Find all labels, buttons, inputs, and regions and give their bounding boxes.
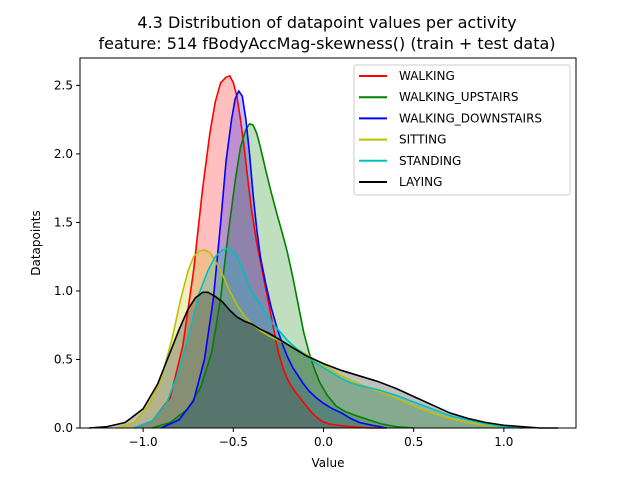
series-line-3 xyxy=(160,90,387,429)
chart-title-line-2: feature: 514 fBodyAccMag-skewness() (tra… xyxy=(98,34,555,53)
series-area-4 xyxy=(116,249,522,428)
legend-label-5: STANDING xyxy=(399,154,461,168)
series-line-5 xyxy=(133,247,522,429)
x-tick-label: 0.5 xyxy=(404,435,423,449)
x-tick-label: 1.0 xyxy=(494,435,513,449)
x-axis-ticks: −1.0 −0.5 0.0 0.5 1.0 xyxy=(129,428,513,449)
legend-label-4: SITTING xyxy=(399,133,446,147)
legend-items: WALKING WALKING_UPSTAIRS WALKING_DOWNSTAIR… xyxy=(359,69,542,189)
x-tick-label: −1.0 xyxy=(129,435,158,449)
plot-lines xyxy=(88,75,558,429)
series-line-4 xyxy=(115,249,522,429)
y-axis-label: Datapoints xyxy=(29,210,43,276)
series-area-1 xyxy=(134,75,387,428)
legend-label-3: WALKING_DOWNSTAIRS xyxy=(399,111,542,125)
series-line-1 xyxy=(133,75,387,429)
y-axis-ticks: 0.0 0.5 1.0 1.5 2.0 2.5 xyxy=(54,78,80,435)
legend-label-1: WALKING xyxy=(399,69,455,83)
series-area-2 xyxy=(152,123,414,428)
series-line-6 xyxy=(88,291,558,429)
y-tick-label: 2.0 xyxy=(54,147,73,161)
plot-frame xyxy=(79,57,577,429)
x-tick-label: 0.0 xyxy=(314,435,333,449)
legend: WALKING WALKING_UPSTAIRS WALKING_DOWNSTAIR… xyxy=(353,64,571,196)
chart-title-line-1: 4.3 Distribution of datapoint values per… xyxy=(137,13,516,32)
y-tick-label: 0.5 xyxy=(54,352,73,366)
series-area-6 xyxy=(89,292,558,428)
y-tick-label: 2.5 xyxy=(54,78,73,92)
y-tick-label: 0.0 xyxy=(54,421,73,435)
legend-box xyxy=(353,64,571,196)
legend-label-2: WALKING_UPSTAIRS xyxy=(399,90,519,104)
legend-label-6: LAYING xyxy=(399,175,442,189)
x-tick-label: −0.5 xyxy=(219,435,248,449)
x-axis-label: Value xyxy=(312,456,345,470)
y-tick-label: 1.5 xyxy=(54,215,73,229)
y-tick-label: 1.0 xyxy=(54,284,73,298)
series-area-3 xyxy=(161,90,387,428)
